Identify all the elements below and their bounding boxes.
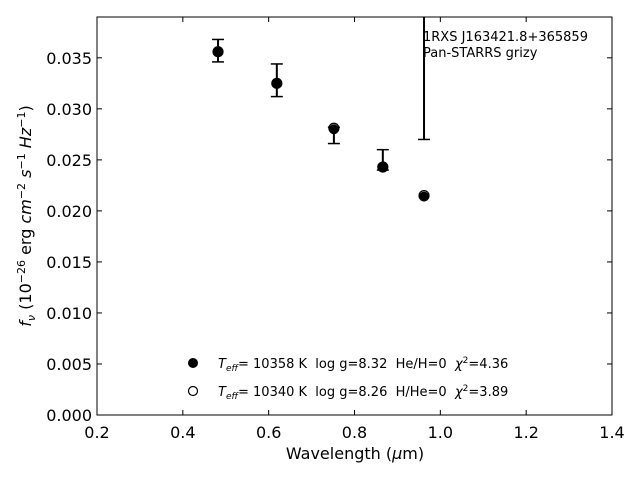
y-tick-label: 0.025 bbox=[46, 151, 92, 170]
x-tick-label: 0.2 bbox=[84, 423, 109, 442]
x-tick-label: 0.6 bbox=[256, 423, 281, 442]
x-tick-label: 1.2 bbox=[513, 423, 538, 442]
y-tick-label: 0.020 bbox=[46, 202, 92, 221]
legend-marker-open bbox=[187, 385, 199, 397]
axis-ticks: 0.2 0.4 0.6 0.8 1.0 1.2 1.4 0.000 0.005 0.010 0.01… bbox=[46, 17, 625, 442]
model-point-filled bbox=[419, 191, 430, 202]
x-axis-label: Wavelength (μm) bbox=[286, 444, 424, 463]
plot-frame bbox=[96, 16, 613, 416]
y-tick-label: 0.015 bbox=[46, 253, 92, 272]
x-tick-label: 0.8 bbox=[342, 423, 367, 442]
y-axis-label: fν (10−26 erg cm−2 s−1 Hz−1) bbox=[15, 105, 38, 326]
model-point-filled bbox=[328, 124, 339, 135]
legend-entry-2: Teff= 10340 K log g=8.26 H/He=0 χ2=3.89 bbox=[218, 384, 508, 402]
legend-entry-1: Teff= 10358 K log g=8.32 He/H=0 χ2=4.36 bbox=[218, 356, 508, 374]
model-point-filled bbox=[271, 78, 282, 89]
x-tick-label: 1.0 bbox=[428, 423, 453, 442]
annotation-line-1: 1RXS J163421.8+365859 bbox=[423, 30, 588, 45]
y-tick-label: 0.010 bbox=[46, 304, 92, 323]
model-point-filled bbox=[377, 162, 388, 173]
y-tick-label: 0.000 bbox=[46, 406, 92, 425]
x-tick-label: 0.4 bbox=[170, 423, 195, 442]
data-markers bbox=[212, 46, 430, 202]
legend: Teff= 10358 K log g=8.32 He/H=0 χ2=4.36 … bbox=[187, 356, 508, 402]
x-tick-label: 1.4 bbox=[599, 423, 624, 442]
model-point-filled bbox=[213, 46, 224, 57]
y-tick-label: 0.035 bbox=[46, 49, 92, 68]
y-tick-label: 0.030 bbox=[46, 100, 92, 119]
annotation-line-2: Pan-STARRS grizy bbox=[423, 46, 538, 61]
y-tick-label: 0.005 bbox=[46, 355, 92, 374]
error-bars bbox=[212, 17, 431, 171]
legend-marker-filled bbox=[188, 358, 198, 368]
